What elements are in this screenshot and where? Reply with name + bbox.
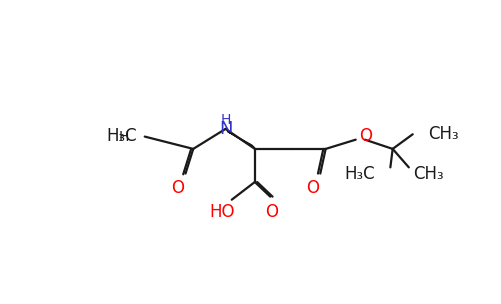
Text: O: O	[359, 127, 372, 145]
Text: HO: HO	[209, 203, 234, 221]
Text: N: N	[219, 120, 232, 138]
Text: H₃C: H₃C	[106, 127, 137, 145]
Text: H₃C: H₃C	[344, 164, 375, 182]
Text: H: H	[220, 113, 231, 127]
Text: CH₃: CH₃	[428, 125, 459, 143]
Text: H: H	[119, 130, 129, 143]
Polygon shape	[227, 131, 255, 148]
Text: CH₃: CH₃	[413, 164, 443, 182]
Text: O: O	[171, 179, 184, 197]
Text: O: O	[306, 179, 319, 197]
Text: O: O	[265, 203, 278, 221]
